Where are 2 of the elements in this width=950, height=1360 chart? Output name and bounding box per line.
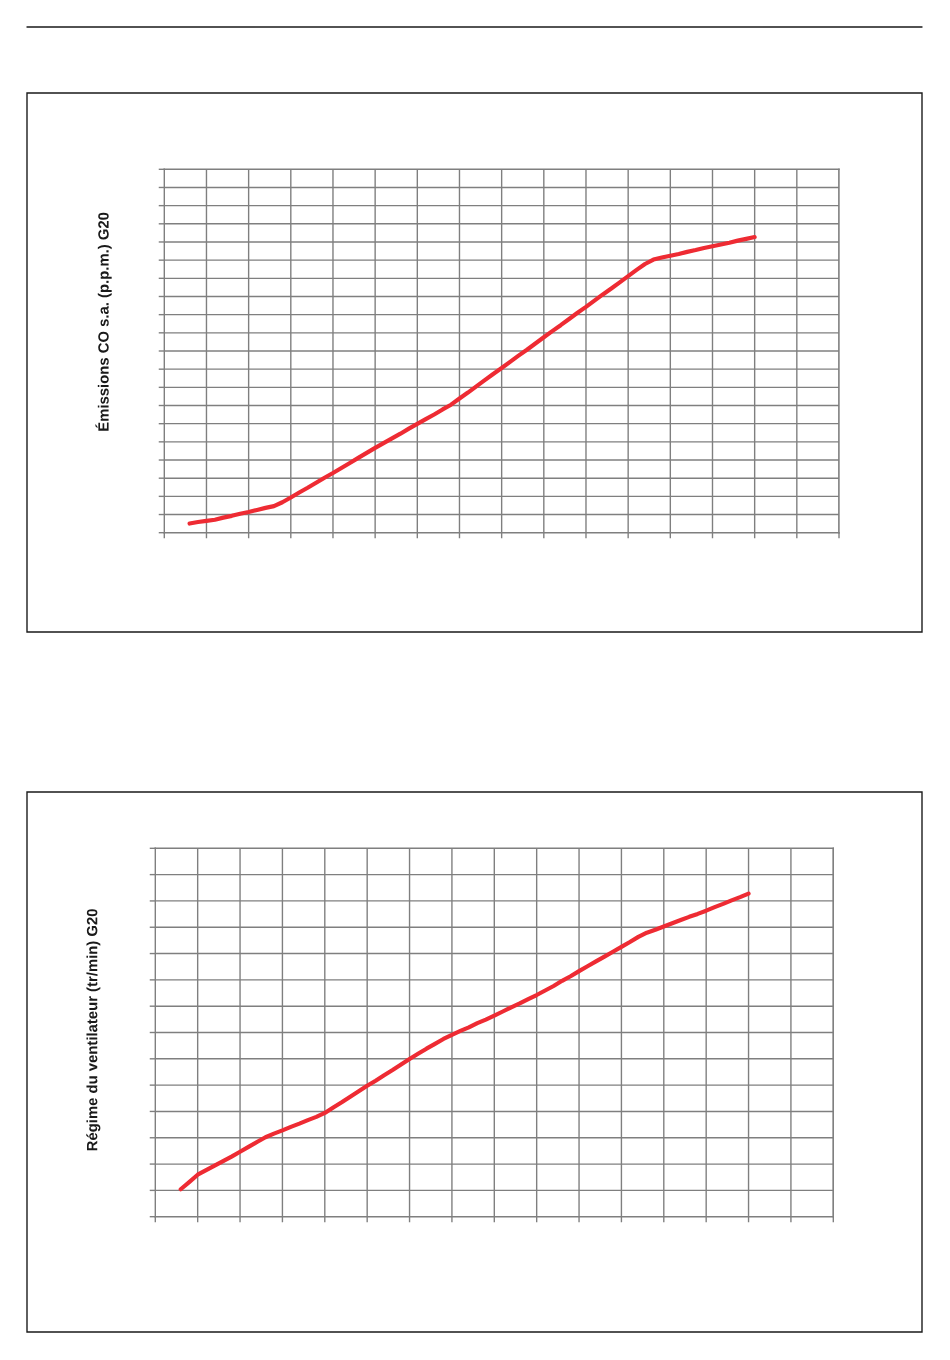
y-axis-title: Régime du ventilateur (tr/min) G20 xyxy=(86,909,101,1151)
y-axis-title: Émissions CO s.a. (p.p.m.) G20 xyxy=(95,212,112,431)
